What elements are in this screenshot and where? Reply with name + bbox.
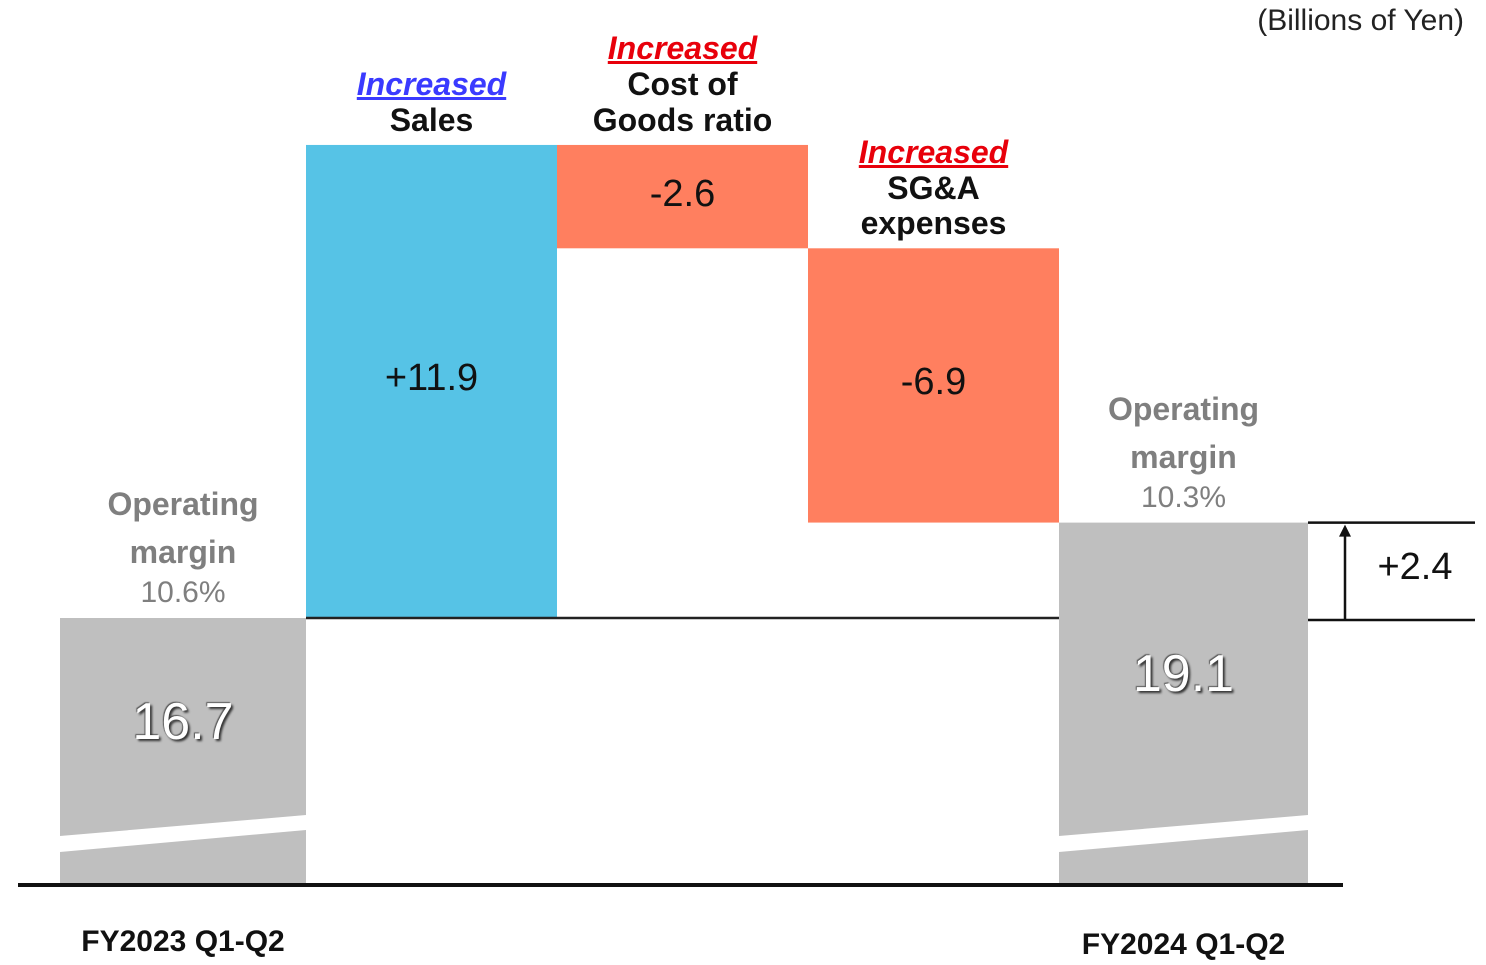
qualifier: Increased [356,66,507,103]
bar [1059,522,1308,885]
margin-note: Operating margin 10.6% [40,480,326,610]
margin-title: Operating margin [107,486,259,571]
category-label: FY2024 Q1-Q2 [1081,928,1286,961]
qualifier: Increased [858,133,1009,170]
difference-label: +2.4 [1377,546,1453,589]
category-label: FY2023 Q1-Q2 [81,925,285,958]
value-label: +11.9 [384,357,479,400]
category-header: Increased Sales [286,66,577,139]
qualifier: Increased [607,30,758,67]
value-label: 19.1 [1132,645,1235,704]
arrow-head [1339,524,1351,537]
margin-note: Operating margin 10.3% [1039,385,1328,515]
value-label: 16.7 [132,692,234,751]
bar [557,144,808,249]
category-header: Increased SG&A expenses [788,133,1079,242]
bar [808,248,1059,523]
value-label: -2.6 [649,172,716,215]
category-header: Increased Cost of Goods ratio [537,31,828,138]
margin-value: 10.3% [1140,480,1227,514]
value-label: -6.9 [900,361,967,404]
category-label: SG&A expenses [860,169,1007,242]
bar [306,144,557,618]
unit-label: (Billions of Yen) [1257,4,1464,37]
bar [60,617,306,885]
category-label: Cost of Goods ratio [592,66,773,139]
margin-value: 10.6% [140,576,226,610]
category-label: Sales [389,102,474,139]
margin-title: Operating margin [1107,390,1260,475]
